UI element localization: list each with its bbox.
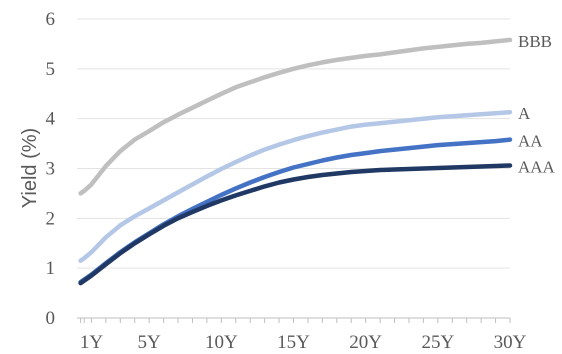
series-label-bbb: BBB bbox=[518, 32, 552, 51]
x-axis bbox=[77, 317, 511, 323]
x-tick-label: 5Y bbox=[138, 332, 162, 353]
series-lines bbox=[78, 37, 513, 286]
y-tick-label: 3 bbox=[46, 159, 56, 180]
x-tick-label: 30Y bbox=[494, 332, 527, 353]
x-tick-label: 10Y bbox=[205, 332, 238, 353]
series-line-bbb bbox=[78, 37, 513, 196]
series-label-aaa: AAA bbox=[518, 158, 556, 177]
y-tick-label: 1 bbox=[46, 258, 56, 279]
y-tick-label: 0 bbox=[46, 308, 56, 329]
x-tick-label: 15Y bbox=[277, 332, 310, 353]
y-tick-label: 5 bbox=[46, 59, 56, 80]
x-tick-label: 20Y bbox=[349, 332, 382, 353]
series-label-aa: AA bbox=[518, 132, 543, 151]
x-tick-label: 25Y bbox=[421, 332, 454, 353]
y-axis-title: Yield (%) bbox=[19, 128, 41, 208]
y-tick-label: 4 bbox=[46, 109, 56, 130]
series-line-aaa bbox=[78, 163, 513, 286]
y-axis-tick-labels: 0 1 2 3 4 5 6 bbox=[46, 9, 56, 329]
series-label-a: A bbox=[518, 104, 531, 123]
x-axis-tick-labels: 1Y 5Y 10Y 15Y 20Y 25Y 30Y bbox=[80, 332, 527, 353]
y-tick-label: 6 bbox=[46, 9, 56, 30]
series-line-a bbox=[78, 109, 513, 263]
x-tick-label: 1Y bbox=[80, 332, 104, 353]
y-tick-label: 2 bbox=[46, 208, 56, 229]
